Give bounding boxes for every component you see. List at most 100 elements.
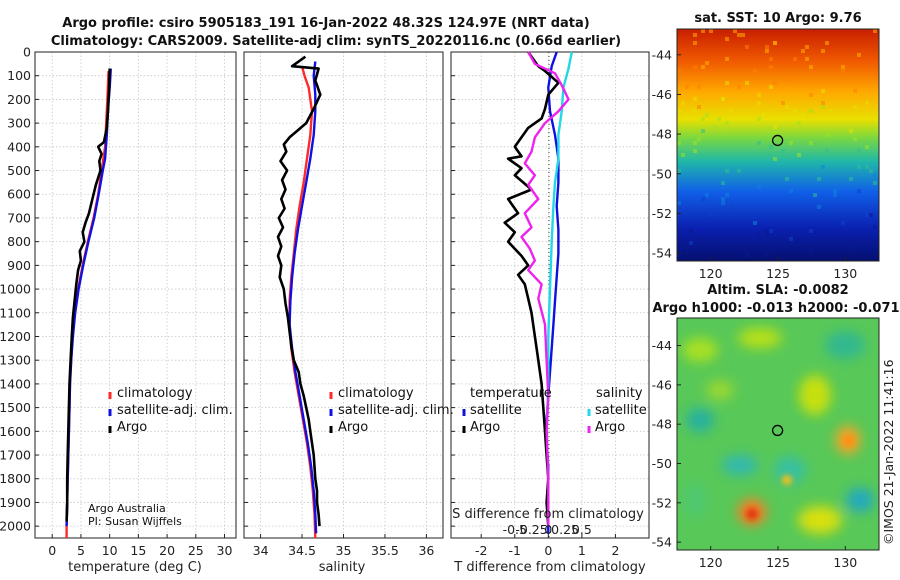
sst-pixel: [789, 77, 793, 81]
sst-pixel: [821, 49, 825, 53]
sst-pixel: [785, 105, 789, 109]
sst-pixel: [873, 173, 877, 177]
legend-sal-argo-label: Argo: [595, 420, 625, 435]
sst-pixel: [765, 253, 769, 257]
sst-pixel: [677, 253, 681, 257]
sst-pixel: [853, 245, 857, 249]
sst-pixel: [869, 213, 873, 217]
sst-pixel: [789, 141, 793, 145]
sst-pixel: [821, 165, 825, 169]
sst-pixel: [841, 69, 845, 73]
difference-legend: temperature salinity satellite Argo sate…: [462, 386, 647, 435]
sst-pixel: [697, 105, 701, 109]
sst-pixel: [677, 109, 681, 113]
credit-line2: PI: Susan Wijffels: [88, 515, 182, 528]
sst-pixel: [717, 117, 721, 121]
sst-pixel: [797, 153, 801, 157]
credit-line1: Argo Australia: [88, 502, 166, 515]
tick-label-y: 2000: [0, 519, 31, 534]
secondary-tick-label: 0: [544, 522, 552, 537]
sst-pixel: [737, 169, 741, 173]
tick-label-y: 1400: [0, 376, 31, 391]
legend-satellite-clim-label: satellite-adj. clim.: [338, 403, 454, 418]
sst-pixel: [701, 237, 705, 241]
sst-pixel: [697, 85, 701, 89]
sst-pixel: [757, 117, 761, 121]
temperature-series: [65, 68, 112, 538]
sst-pixel: [757, 233, 761, 237]
sst-pixel: [693, 97, 697, 101]
sla-map-ticks: 120 125 130 -44 -46 -48 -50 -52 -54: [652, 338, 858, 570]
sst-pixel: [865, 165, 869, 169]
map-tick-label-y: -52: [652, 206, 672, 221]
legend-temperature-header: temperature: [470, 386, 552, 401]
salinity-ticks: 34 34.5 35 35.5 36: [244, 51, 434, 558]
map-tick-label-y: -50: [652, 166, 672, 181]
tick-label-x: 20: [159, 543, 175, 558]
figure-title-line1: Argo profile: csiro 5905183_191 16-Jan-2…: [62, 16, 589, 31]
tick-label-y: 1900: [0, 495, 31, 510]
sst-pixel: [825, 209, 829, 213]
difference-xlabel: T difference from climatology: [453, 560, 646, 575]
sst-pixel: [825, 149, 829, 153]
sst-pixel: [693, 41, 697, 45]
sst-pixel: [689, 229, 693, 233]
legend-argo-label: Argo: [117, 420, 147, 435]
series-temperature-argo: [503, 51, 560, 527]
sst-pixel: [725, 193, 729, 197]
sst-pixel: [773, 157, 777, 161]
sla-map-image: [677, 318, 879, 550]
sst-pixel: [849, 129, 853, 133]
sst-pixel: [789, 237, 793, 241]
tick-label-x: 0: [544, 543, 552, 558]
sst-pixel: [801, 49, 805, 53]
sst-pixel: [765, 45, 769, 49]
sst-pixel: [697, 137, 701, 141]
sst-pixel: [821, 101, 825, 105]
tick-label-y: 1700: [0, 448, 31, 463]
imos-timestamp: ©IMOS 21-Jan-2022 11:41:16: [881, 359, 896, 545]
tick-label-y: 200: [7, 92, 31, 107]
secondary-tick-label: -0.25: [515, 522, 547, 537]
map-tick-label-x: 130: [833, 555, 857, 570]
sst-pixels: [677, 29, 877, 257]
sst-pixel: [677, 209, 681, 213]
sst-pixel: [793, 57, 797, 61]
sst-pixel: [865, 101, 869, 105]
map-tick-label-y: -44: [652, 47, 672, 62]
sst-pixel: [721, 181, 725, 185]
sst-pixel: [825, 241, 829, 245]
sst-pixel: [873, 129, 877, 133]
map-tick-label-y: -50: [652, 456, 672, 471]
series-argo: [276, 55, 322, 527]
tick-label-x: 30: [217, 543, 233, 558]
map-tick-label-y: -46: [652, 87, 672, 102]
tick-label-x: 10: [102, 543, 118, 558]
sst-pixel: [725, 121, 729, 125]
map-tick-label-x: 125: [766, 266, 790, 281]
sst-pixel: [677, 141, 681, 145]
tick-label-y: 1100: [0, 305, 31, 320]
sst-pixel: [765, 233, 769, 237]
sst-pixel: [725, 37, 729, 41]
sst-pixel: [853, 89, 857, 93]
sst-pixel: [709, 213, 713, 217]
sst-pixel: [769, 57, 773, 61]
sst-pixel: [825, 133, 829, 137]
sst-pixel: [841, 65, 845, 69]
tick-label-x: 0: [48, 543, 56, 558]
difference-secondary-xlabel: S difference from climatology: [452, 507, 644, 522]
temperature-xlabel: temperature (deg C): [68, 560, 202, 575]
temperature-panel: 0100200300400500600700800900100011001200…: [0, 45, 237, 575]
sst-pixel: [693, 65, 697, 69]
tick-label-x: 15: [130, 543, 146, 558]
tick-label-y: 1200: [0, 329, 31, 344]
map-tick-label-y: -48: [652, 417, 672, 432]
salinity-xlabel: salinity: [319, 560, 366, 575]
sst-pixel: [849, 177, 853, 181]
map-tick-label-x: 120: [699, 555, 723, 570]
sst-pixel: [857, 165, 861, 169]
sst-pixel: [725, 57, 729, 61]
sst-pixel: [741, 157, 745, 161]
sst-pixel: [765, 229, 769, 233]
